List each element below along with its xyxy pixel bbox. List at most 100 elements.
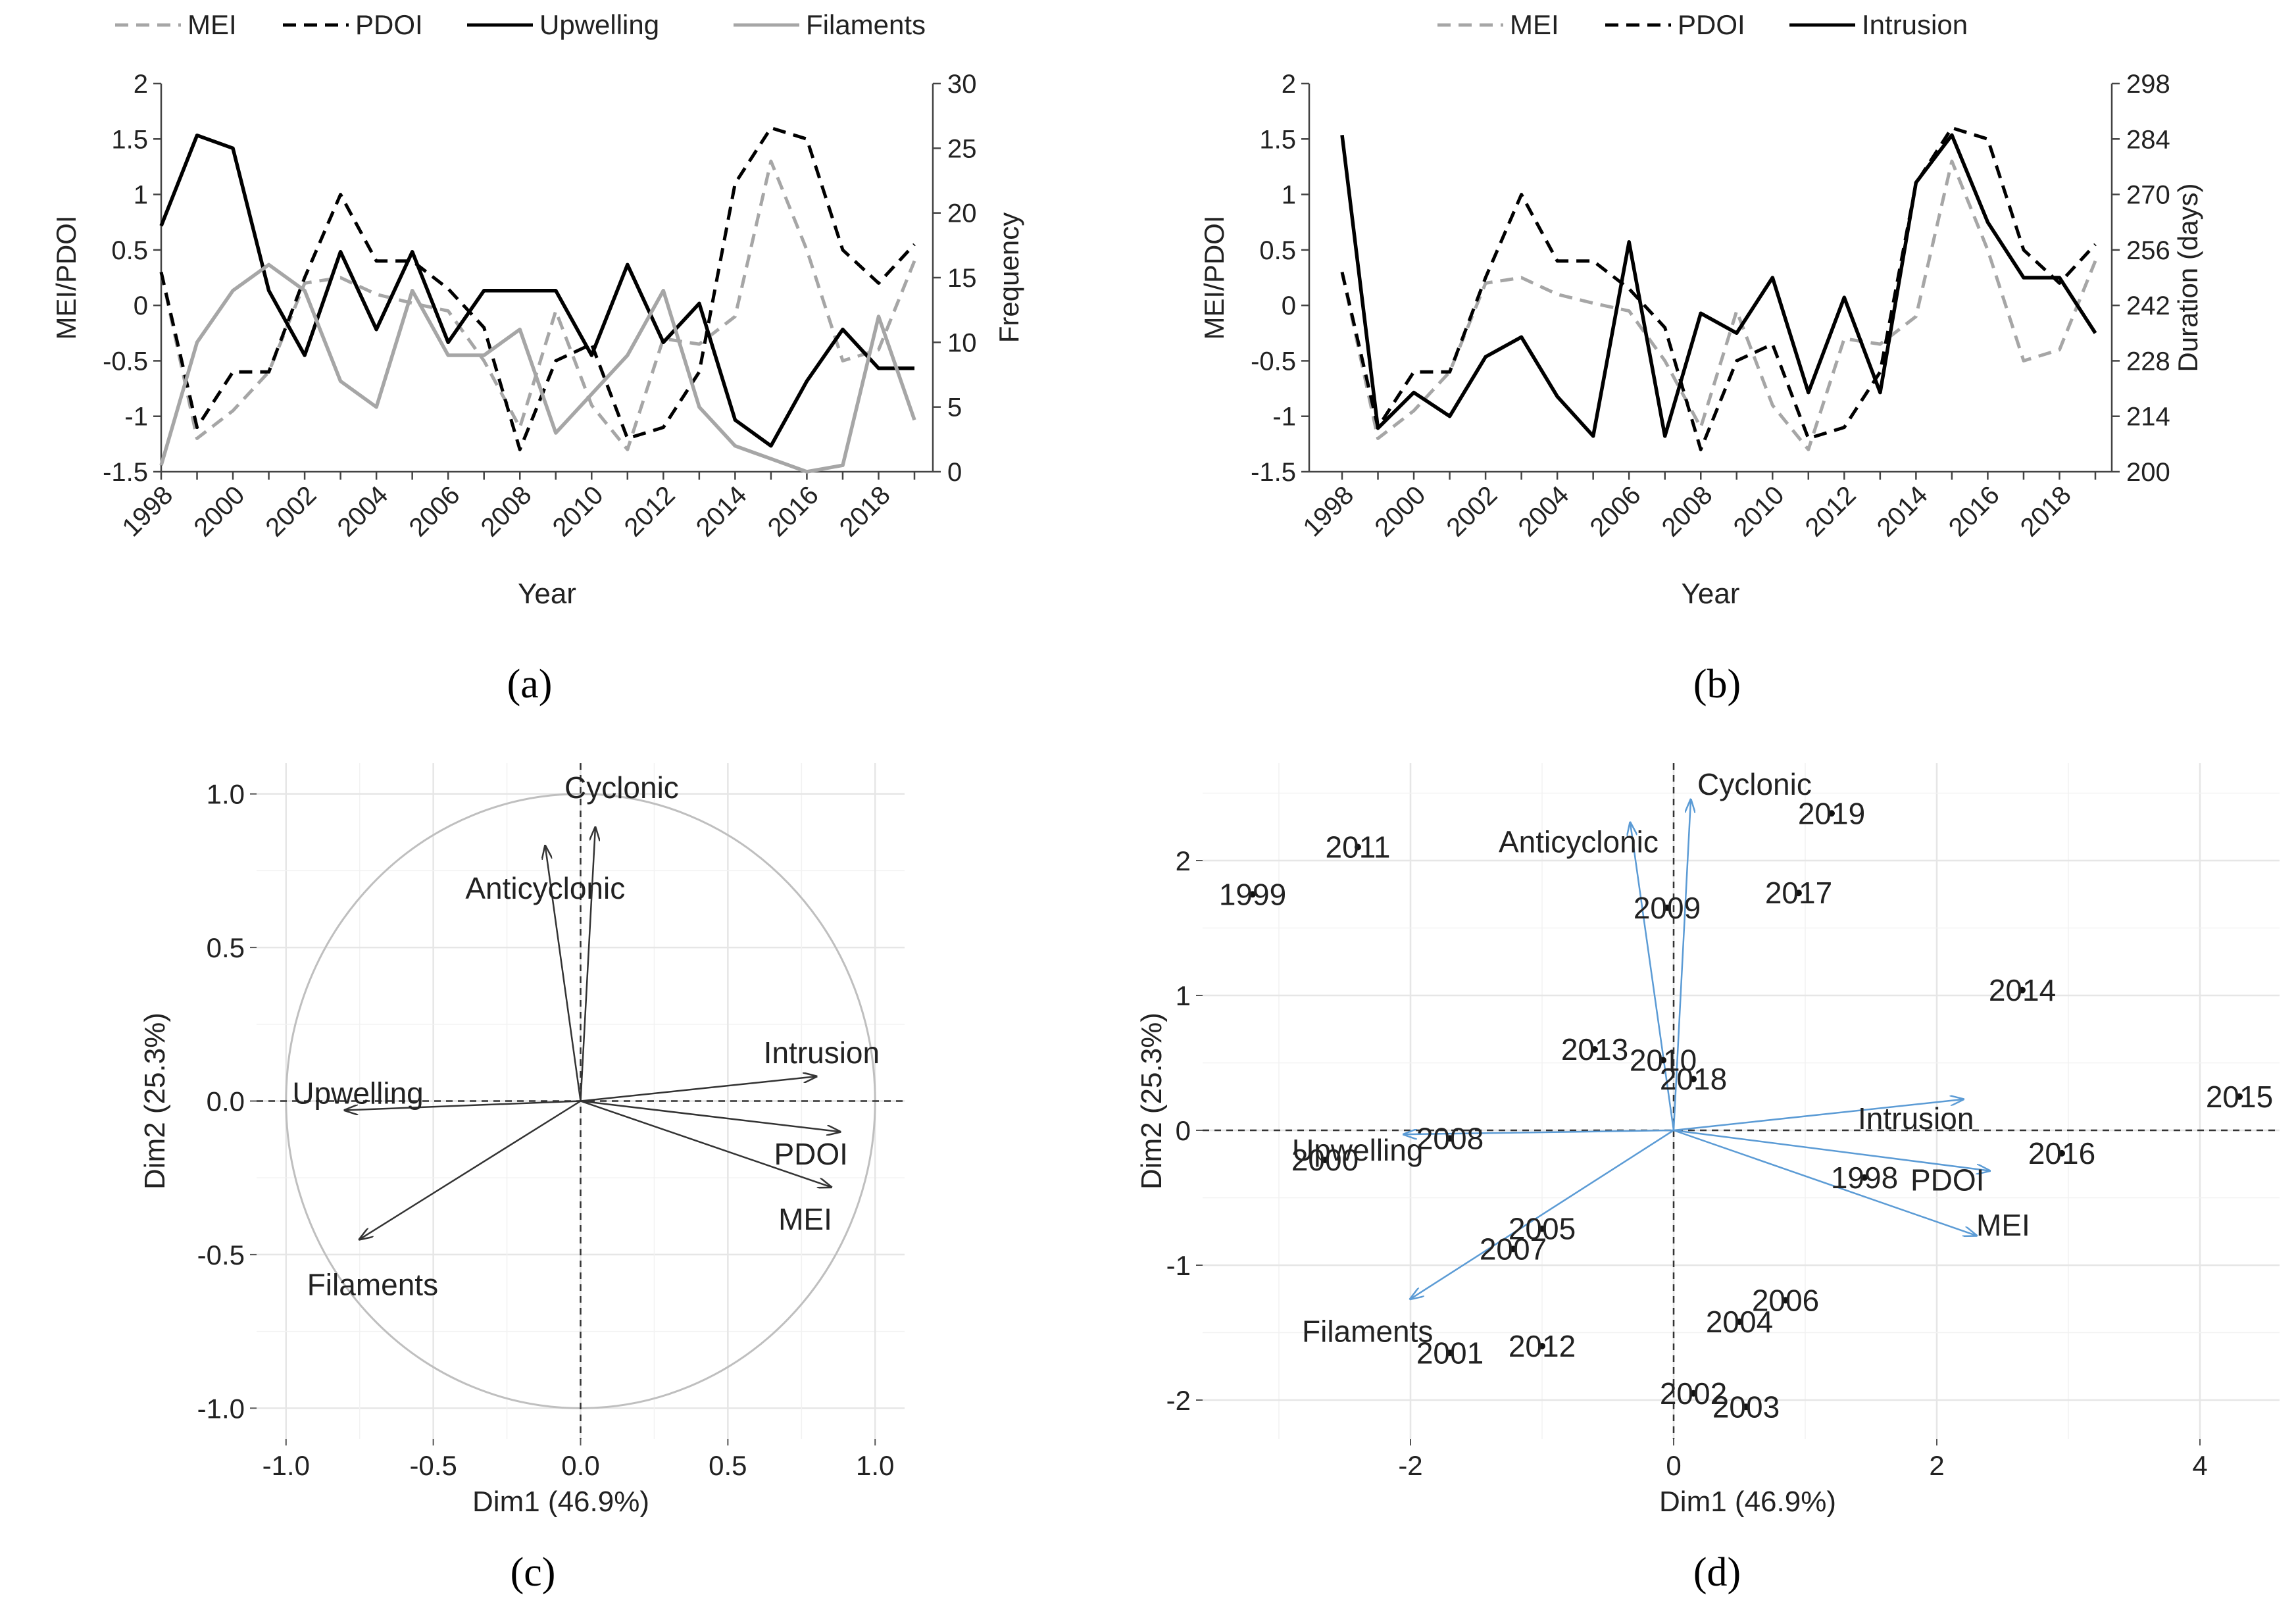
- x-tick-label: 2016: [762, 480, 824, 542]
- x-tick-label: 2010: [547, 480, 609, 542]
- series-line-upwelling: [159, 133, 914, 448]
- point-2003: [1743, 1403, 1749, 1411]
- y-axis-title: Dim2 (25.3%): [1136, 1013, 1168, 1190]
- y-tick-label: 0.0: [207, 1086, 245, 1117]
- arrow-filaments: [1410, 1129, 1674, 1299]
- point-2011: [1355, 843, 1361, 851]
- point-2017: [1795, 890, 1802, 897]
- point-label-2012: 2012: [1509, 1329, 1576, 1363]
- point-label-2015: 2015: [2206, 1080, 2273, 1114]
- left-tick-label: 0: [1282, 291, 1296, 320]
- point-label-2016: 2016: [2028, 1136, 2095, 1170]
- point-2001: [1447, 1349, 1453, 1357]
- x-tick-label: 2002: [1441, 480, 1503, 542]
- point-label-2002: 2002: [1660, 1376, 1727, 1411]
- x-tick-label: 2014: [1872, 480, 1934, 542]
- point-label-1999: 1999: [1219, 877, 1286, 911]
- panel-label-d: (d): [1693, 1550, 1741, 1595]
- legend-label-mei: MEI: [1510, 9, 1559, 40]
- arrow-label-anticyclonic: Anticyclonic: [1499, 825, 1659, 859]
- left-tick-label: -1: [124, 403, 148, 432]
- y-tick-label: 2: [1176, 845, 1191, 876]
- point-label-2018: 2018: [1660, 1062, 1727, 1096]
- panel-label-a: (a): [507, 662, 553, 707]
- x-axis-title: Year: [1682, 578, 1740, 610]
- x-tick-label: 1998: [1297, 480, 1359, 542]
- right-tick-label: 298: [2126, 70, 2170, 99]
- legend-label-filaments: Filaments: [806, 9, 926, 40]
- arrow-label-pdoi: PDOI: [1910, 1163, 1984, 1197]
- series-line-intrusion: [1340, 133, 2097, 438]
- series-line-pdoi: [1340, 126, 2097, 451]
- legend-label-intrusion: Intrusion: [1862, 9, 1968, 40]
- y-tick-label: -0.5: [197, 1240, 245, 1270]
- x-tick-label: 2008: [1657, 480, 1718, 542]
- series-line-mei: [1340, 159, 2097, 451]
- left-tick-label: 1: [1282, 181, 1296, 210]
- series-line-mei: [159, 159, 916, 451]
- x-tick-label: 2012: [1800, 480, 1862, 542]
- x-axis-title: Dim1 (46.9%): [472, 1486, 649, 1518]
- point-label-2004: 2004: [1706, 1305, 1773, 1339]
- left-tick-label: -1.5: [1251, 458, 1296, 487]
- arrow-anticyclonic: [545, 846, 582, 1101]
- point-2002: [1690, 1390, 1697, 1397]
- point-2009: [1664, 904, 1670, 911]
- arrow-cyclonic: [1672, 800, 1691, 1131]
- right-axis-title: Frequency: [993, 213, 1024, 343]
- arrow-label-cyclonic: Cyclonic: [1697, 767, 1812, 801]
- left-tick-label: 0: [134, 291, 148, 320]
- x-tick-label: 2014: [691, 480, 753, 542]
- legend-label-pdoi: PDOI: [1678, 9, 1745, 40]
- y-tick-label: 1: [1176, 980, 1191, 1011]
- right-tick-label: 200: [2126, 458, 2170, 487]
- point-2010: [1660, 1057, 1666, 1064]
- point-2018: [1690, 1076, 1697, 1083]
- point-label-2013: 2013: [1561, 1032, 1628, 1066]
- point-label-2014: 2014: [1989, 973, 2056, 1007]
- chart-c: -1.0 -0.5 0.0 0.5 1.0 -1.0 -0.5 0.0 0.5 1.0 Dim1 (…: [139, 763, 905, 1518]
- point-1998: [1861, 1174, 1868, 1181]
- point-2019: [1828, 810, 1835, 817]
- left-tick-label: 0.5: [111, 236, 148, 265]
- right-tick-label: 5: [947, 393, 962, 422]
- arrow-mei: [580, 1100, 832, 1188]
- x-tick-label: 0: [1666, 1450, 1681, 1481]
- y-tick-label: -1.0: [197, 1393, 245, 1424]
- y-tick-label: 0: [1176, 1115, 1191, 1146]
- x-tick-label: 2002: [260, 480, 322, 542]
- left-tick-label: 1: [134, 181, 148, 210]
- right-tick-label: 20: [947, 199, 977, 228]
- x-tick-label: 2: [1929, 1450, 1944, 1481]
- legend-label-mei: MEI: [187, 9, 237, 40]
- point-2014: [2019, 986, 2026, 993]
- legend-label-pdoi: PDOI: [355, 9, 423, 40]
- right-tick-label: 25: [947, 134, 977, 163]
- point-2005: [1539, 1225, 1545, 1232]
- right-tick-label: 30: [947, 70, 977, 99]
- arrow-upwelling: [345, 1100, 581, 1111]
- arrow-label-upwelling: Upwelling: [292, 1076, 423, 1111]
- x-tick-label: 2004: [332, 480, 393, 542]
- left-tick-label: -0.5: [103, 347, 148, 376]
- chart-d: -2 0 2 4 -2 -1 0 1 2 Dim1 (46.9%) Dim2 (25.3%) Cycl…: [1136, 763, 2280, 1518]
- point-2004: [1736, 1318, 1743, 1326]
- y-tick-label: -1: [1166, 1250, 1191, 1281]
- point-label-2011: 2011: [1326, 830, 1391, 865]
- x-tick-label: 0.0: [561, 1450, 599, 1481]
- left-tick-label: -1.5: [103, 458, 148, 487]
- left-tick-label: -1: [1272, 403, 1296, 432]
- x-tick-label: -1.0: [262, 1450, 310, 1481]
- x-tick-label: -2: [1398, 1450, 1422, 1481]
- x-tick-label: -0.5: [409, 1450, 457, 1481]
- arrow-upwelling: [1404, 1130, 1674, 1134]
- arrow-filaments: [360, 1100, 582, 1240]
- x-tick-label: 2006: [1585, 480, 1647, 542]
- x-tick-label: 2008: [476, 480, 537, 542]
- right-tick-label: 0: [947, 458, 962, 487]
- x-axis-title: Dim1 (46.9%): [1659, 1486, 1836, 1518]
- right-axis-title: Duration (days): [2172, 183, 2203, 372]
- left-tick-label: -0.5: [1251, 347, 1296, 376]
- point-label-2007: 2007: [1480, 1232, 1547, 1266]
